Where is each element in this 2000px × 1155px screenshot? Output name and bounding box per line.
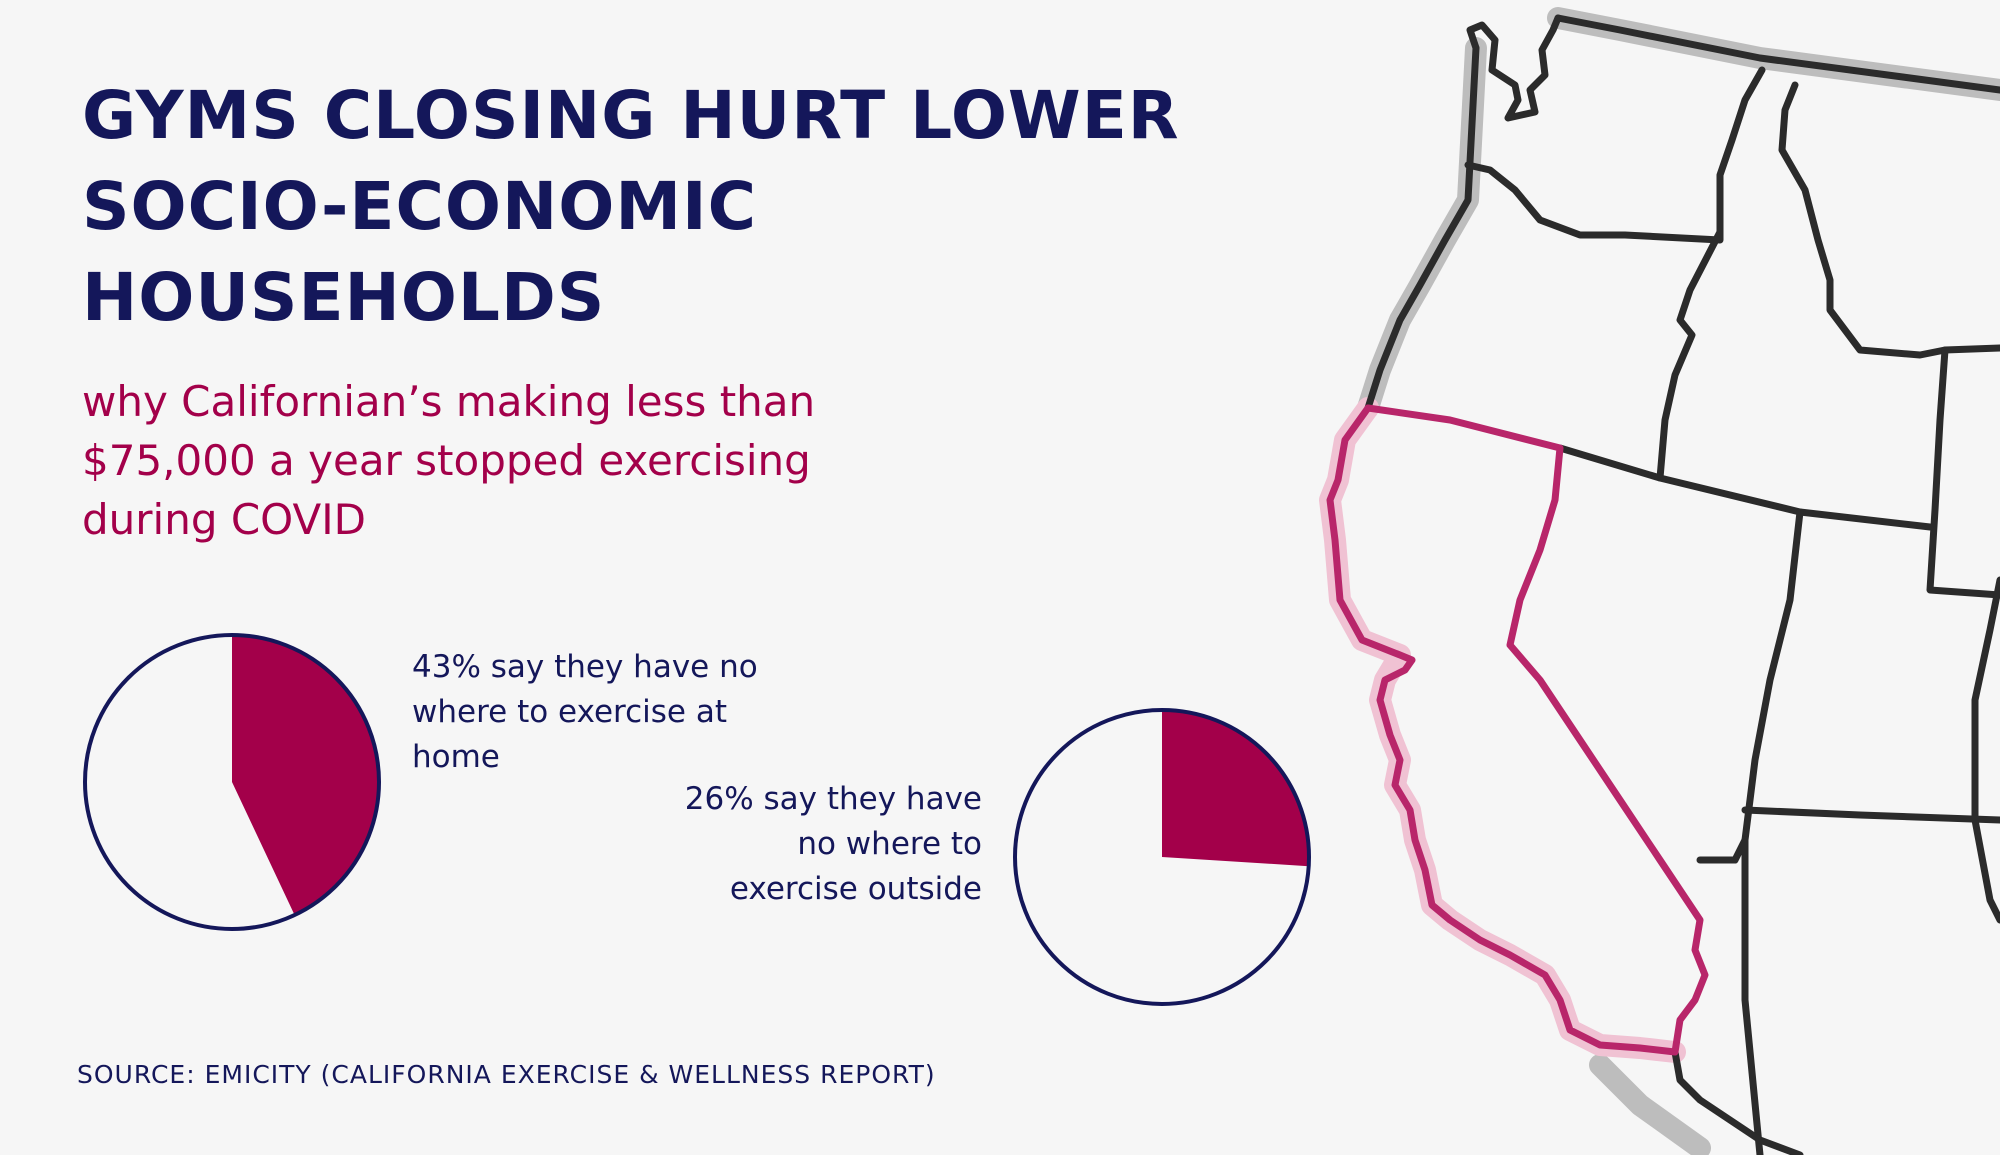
source-note: SOURCE: EMICITY (CALIFORNIA EXERCISE & W… (77, 1060, 936, 1089)
state-borders (1364, 14, 2000, 1155)
pie-slice-outside (1162, 710, 1309, 867)
pie-chart-outside (1013, 708, 1311, 1006)
pie-label-outside: 26% say they have no where to exercise o… (684, 781, 982, 907)
california-glow (1319, 397, 1686, 1063)
pie-label-home: 43% say they have no where to exercise a… (412, 649, 758, 775)
pie-chart-home (83, 633, 381, 931)
pie-slice-home (232, 635, 380, 916)
california-outline (1326, 404, 1709, 1056)
page-title: GYMS CLOSING HURT LOWER SOCIO-ECONOMIC H… (82, 77, 1180, 336)
map-coast-shadow (1357, 7, 2000, 1155)
page-subtitle: why Californian’s making less than $75,0… (82, 377, 816, 544)
pie-outline (1013, 708, 1311, 1006)
pie-outline (83, 633, 381, 931)
